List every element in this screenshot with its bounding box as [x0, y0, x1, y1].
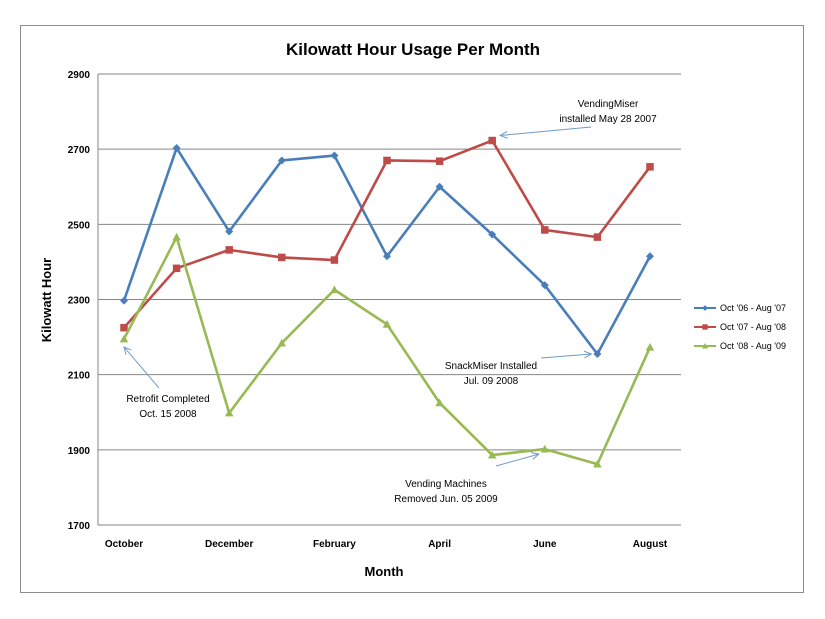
annotation-text: Oct. 15 2008: [139, 409, 197, 420]
series-1: [120, 144, 654, 358]
x-tick-label: April: [428, 539, 451, 550]
data-point: [225, 246, 233, 254]
data-point: [224, 408, 234, 417]
data-point: [277, 156, 286, 165]
grid-lines: [97, 73, 681, 526]
annotation-arrowhead: [123, 346, 132, 355]
annotation-text: Retrofit Completed: [126, 394, 209, 405]
x-tick-label: June: [533, 539, 557, 550]
x-axis-ticks: October December February April June August: [105, 539, 668, 550]
x-tick-label: December: [205, 539, 253, 550]
annotation-arrowhead: [499, 130, 508, 139]
series-line: [122, 235, 652, 466]
y-axis-title: Kilowatt Hour: [39, 258, 54, 343]
legend: Oct '06 - Aug '07 Oct '07 - Aug '08 Oct '0…: [694, 303, 786, 351]
data-point: [382, 320, 392, 328]
data-point: [120, 296, 128, 305]
data-point: [435, 182, 444, 191]
annotation-text: Vending Machines: [405, 479, 487, 490]
data-point: [383, 252, 391, 261]
annotation-text: Jul. 09 2008: [464, 376, 519, 387]
x-tick-label: February: [313, 539, 356, 550]
data-point: [172, 264, 181, 273]
annotation-arrow: [500, 126, 592, 137]
data-point: [120, 323, 128, 332]
chart-title: Kilowatt Hour Usage Per Month: [286, 40, 540, 59]
data-point: [435, 398, 444, 407]
annotation: VendingMiser installed May 28 2007: [499, 99, 657, 139]
x-tick-label: August: [633, 539, 668, 550]
y-tick-label: 2700: [68, 145, 91, 156]
annotation: SnackMiser Installed Jul. 09 2008: [445, 350, 593, 387]
data-point: [541, 226, 549, 234]
series-layer: [119, 136, 655, 468]
y-tick-label: 2300: [68, 296, 91, 307]
legend-item: Oct '06 - Aug '07: [694, 303, 786, 313]
data-point: [330, 285, 339, 294]
y-tick-label: 2900: [68, 70, 91, 81]
data-point: [330, 151, 339, 160]
chart-frame: Kilowatt Hour Usage Per Month 1700 1900 21…: [20, 25, 804, 593]
x-tick-label: October: [105, 539, 143, 550]
data-point: [702, 324, 708, 330]
data-point: [278, 253, 286, 262]
data-point: [646, 163, 654, 171]
data-point: [277, 338, 287, 347]
line-chart: Kilowatt Hour Usage Per Month 1700 1900 21…: [39, 40, 786, 579]
y-tick-label: 2500: [68, 220, 91, 231]
series-2: [120, 136, 654, 332]
data-point: [330, 256, 339, 264]
data-point: [435, 157, 444, 165]
data-point: [593, 233, 602, 241]
annotation-text: VendingMiser: [578, 99, 639, 110]
annotation-text: Removed Jun. 05 2009: [394, 494, 498, 505]
data-point: [487, 450, 497, 459]
data-point: [383, 156, 391, 165]
annotation-arrowhead: [530, 452, 540, 460]
y-tick-label: 1700: [68, 521, 91, 532]
legend-item: Oct '07 - Aug '08: [694, 322, 786, 332]
data-point: [225, 227, 234, 236]
data-point: [540, 444, 550, 453]
y-tick-label: 2100: [68, 371, 91, 382]
annotation-text: installed May 28 2007: [559, 114, 657, 125]
data-point: [488, 230, 497, 239]
annotation-text: SnackMiser Installed: [445, 361, 537, 372]
annotation-arrowhead: [583, 350, 593, 359]
y-tick-label: 1900: [68, 446, 91, 457]
annotation-arrow: [540, 353, 592, 359]
series-3: [119, 232, 655, 468]
data-point: [172, 232, 181, 241]
annotation: Vending Machines Removed Jun. 05 2009: [394, 452, 540, 505]
x-axis-title: Month: [365, 564, 404, 579]
legend-item: Oct '08 - Aug '09: [694, 341, 786, 351]
annotation-arrow: [495, 453, 539, 467]
legend-label: Oct '07 - Aug '08: [720, 322, 786, 332]
annotation-arrow: [123, 346, 160, 389]
data-point: [701, 342, 709, 349]
data-point: [645, 342, 655, 351]
data-point: [540, 281, 549, 290]
legend-label: Oct '08 - Aug '09: [720, 341, 786, 351]
data-point: [488, 136, 496, 145]
data-point: [646, 252, 654, 261]
y-axis-ticks: 1700 1900 2100 2300 2500 2700 2900: [68, 70, 91, 532]
data-point: [593, 349, 602, 358]
annotations-layer: VendingMiser installed May 28 2007 SnackMi…: [123, 99, 657, 505]
data-point: [119, 334, 129, 343]
legend-label: Oct '06 - Aug '07: [720, 303, 786, 313]
data-point: [702, 305, 708, 311]
data-point: [593, 459, 602, 468]
data-point: [172, 144, 181, 153]
annotation: Retrofit Completed Oct. 15 2008: [123, 346, 210, 420]
